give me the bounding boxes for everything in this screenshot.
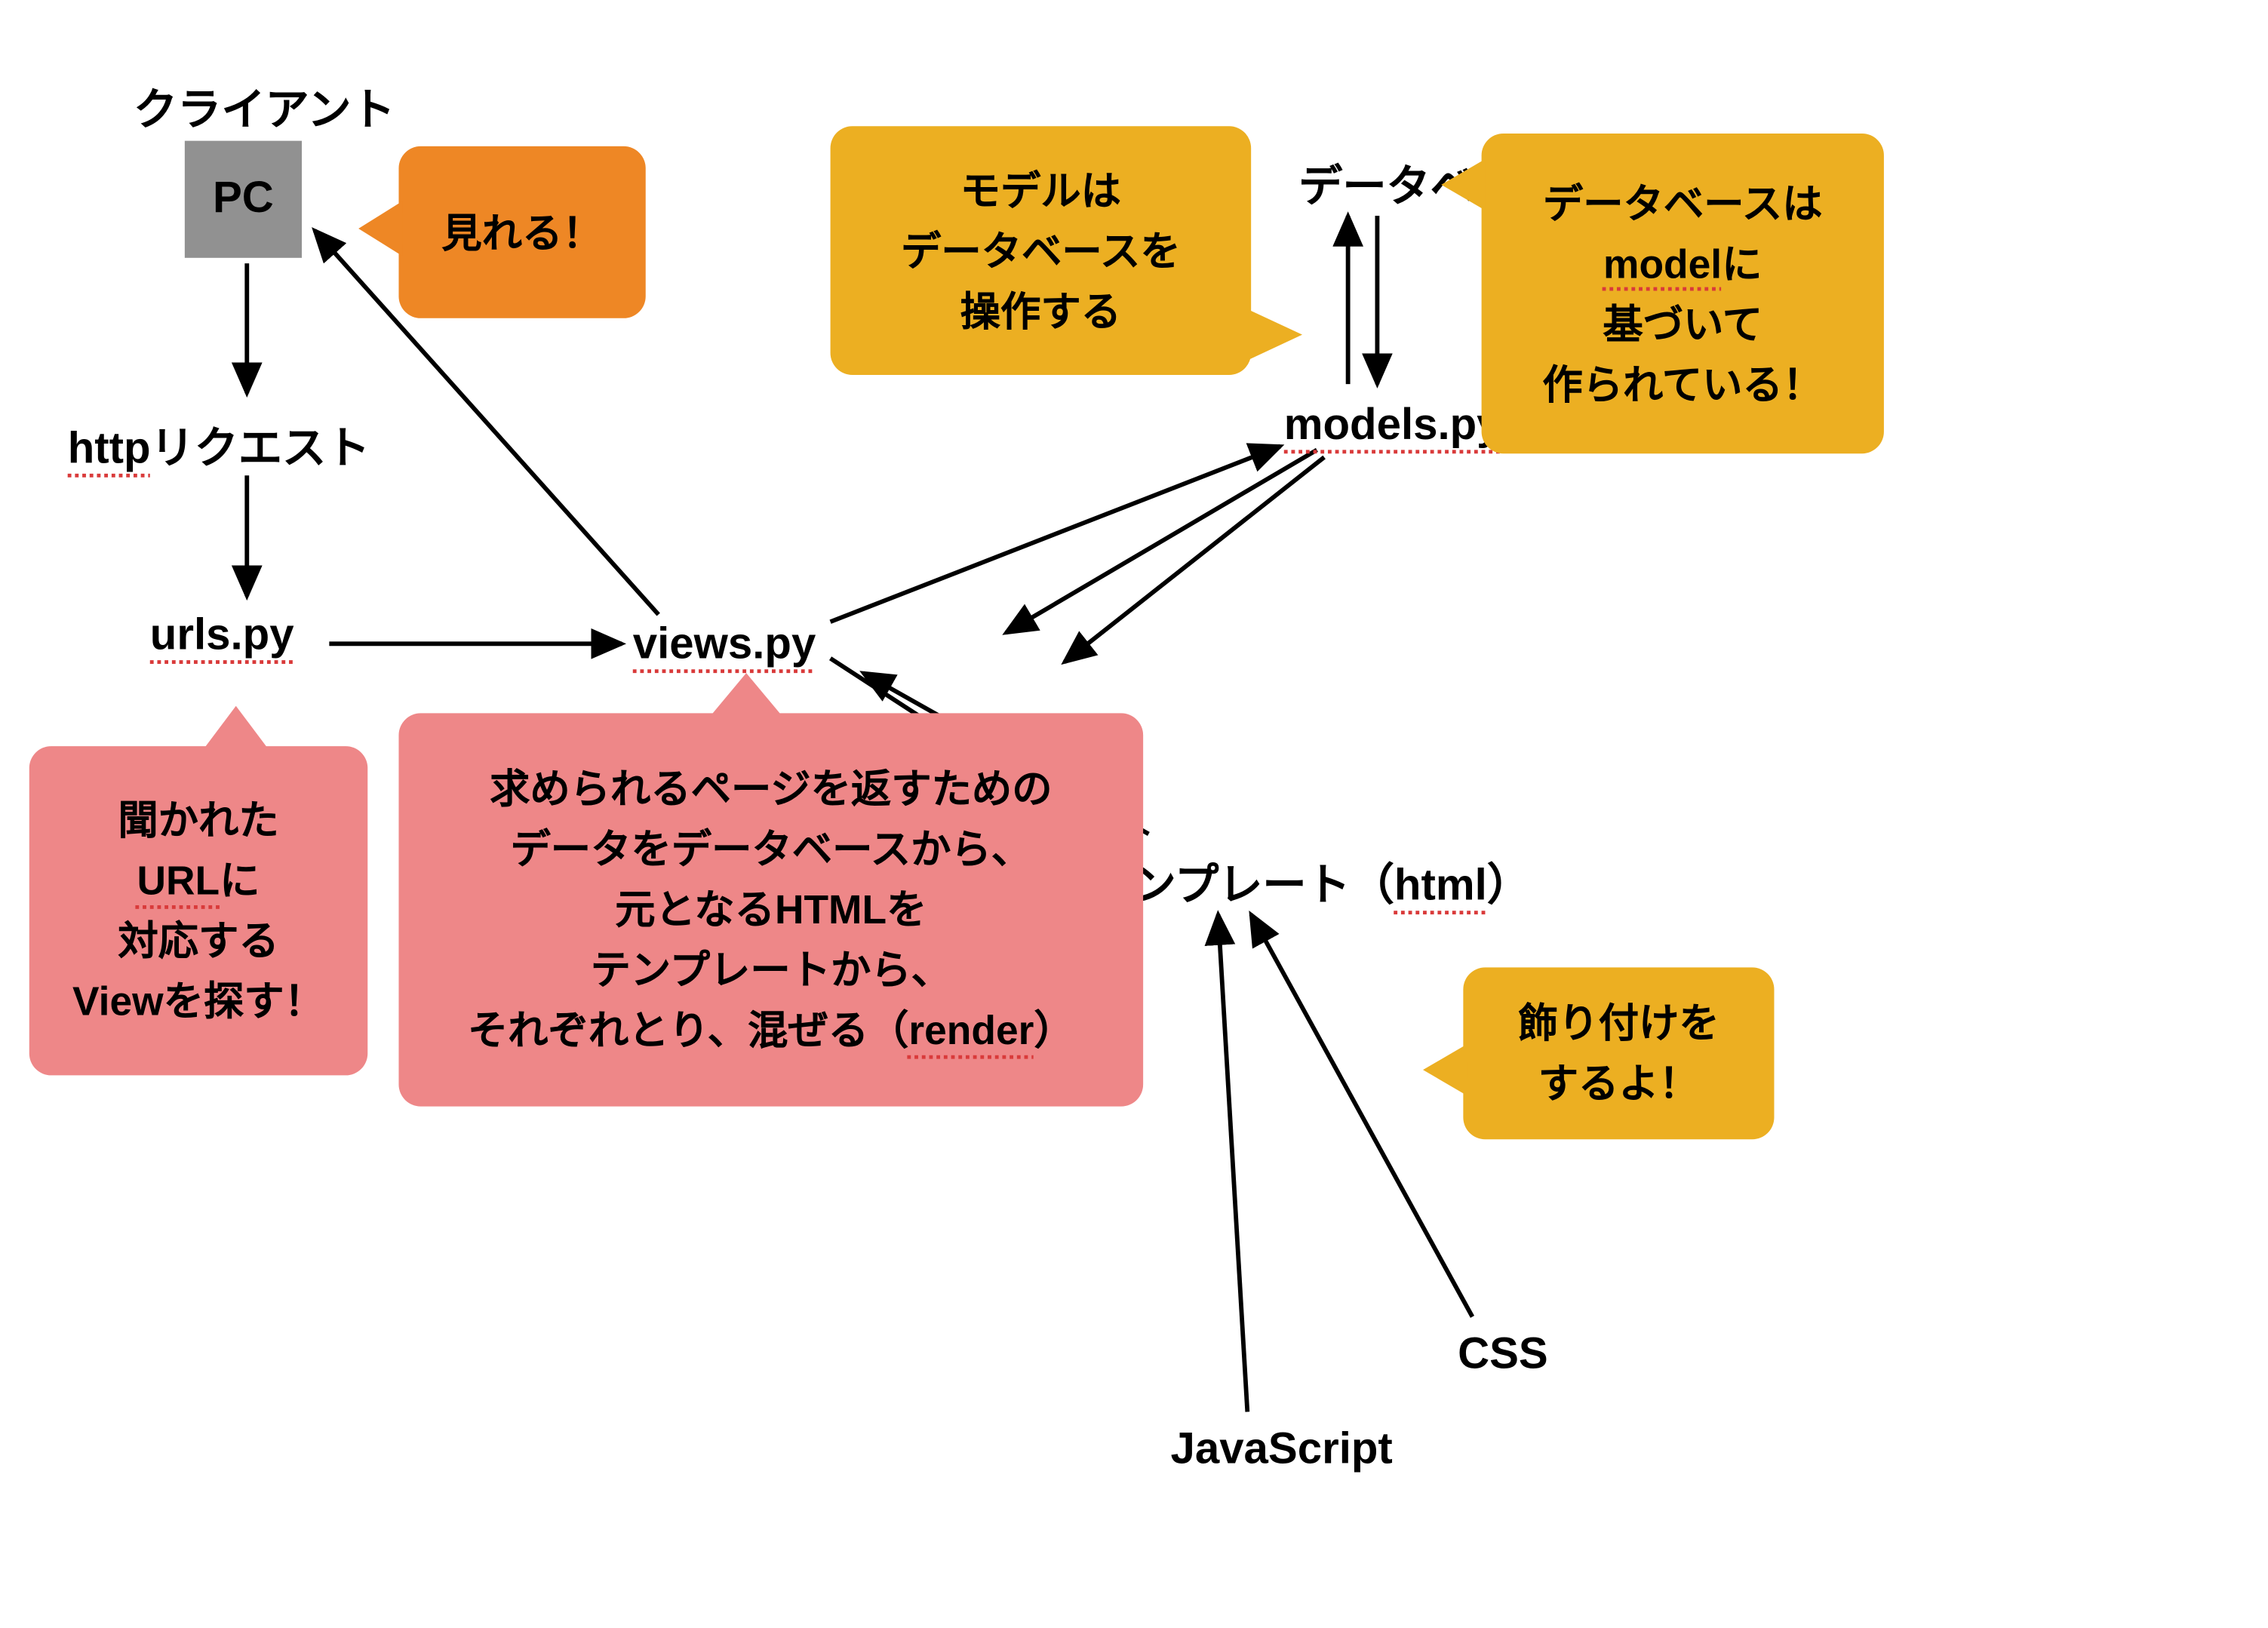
callout-line: 飾り付けを xyxy=(1518,993,1719,1053)
callout-line: modelに xyxy=(1603,233,1762,293)
pc-box: PC xyxy=(185,141,302,258)
callout-tail xyxy=(1423,1044,1467,1095)
views-py-label: views.py xyxy=(633,620,816,671)
callout-urls-description: 聞かれたURLに対応するViewを探す！ xyxy=(29,746,367,1075)
callout-decorate: 飾り付けをするよ！ xyxy=(1463,967,1774,1139)
callout-line: するよ！ xyxy=(1538,1053,1699,1113)
callout-tail xyxy=(1441,159,1485,210)
template-html: html xyxy=(1394,862,1487,911)
template-suffix: ） xyxy=(1487,862,1531,911)
callout-line: Viewを探す！ xyxy=(72,971,324,1031)
callout-line: 求められるページを返すための xyxy=(490,759,1053,819)
callout-tail xyxy=(710,673,783,717)
callout-line: 元となるHTMLを xyxy=(615,880,927,940)
css-label: CSS xyxy=(1458,1329,1548,1381)
javascript-label: JavaScript xyxy=(1170,1424,1392,1476)
http-suffix: リクエスト xyxy=(151,424,370,473)
urls-py-label: urls.py xyxy=(150,611,294,662)
callout-tail xyxy=(358,201,402,256)
callout-line: それぞれとり、混ぜる（render） xyxy=(468,1000,1074,1061)
callout-line: データベースを xyxy=(901,220,1181,281)
css-to-template xyxy=(1251,914,1472,1316)
callout-line: テンプレートから、 xyxy=(591,940,951,1000)
callout-views-description: 求められるページを返すためのデータをデータベースから、元となるHTMLをテンプレ… xyxy=(398,713,1143,1106)
callout-mireru: 見れる！ xyxy=(398,146,645,318)
client-label: クライアント xyxy=(134,73,395,137)
callout-db-based-on-model: データベースはmodelに基づいて作られている！ xyxy=(1482,134,1884,453)
callout-line: モデルは xyxy=(960,160,1121,220)
callout-line: 作られている！ xyxy=(1542,354,1823,414)
callout-line: 見れる！ xyxy=(441,202,602,263)
models-py-label: models.py xyxy=(1284,401,1501,452)
http-prefix: http xyxy=(68,424,151,473)
callout-tail xyxy=(203,706,269,750)
callout-line: 聞かれた xyxy=(118,790,278,850)
callout-line: データベースは xyxy=(1543,173,1823,233)
http-request-label: httpリクエスト xyxy=(68,411,370,475)
models-to-views-template xyxy=(1006,450,1317,632)
callout-line: 操作する xyxy=(960,281,1121,341)
callout-model-operates-db: モデルはデータベースを操作する xyxy=(831,126,1252,375)
callout-line: 対応する xyxy=(118,911,278,971)
callout-line: URLに xyxy=(137,850,260,911)
js-to-template xyxy=(1219,914,1248,1411)
template-label: テンプレート（html） xyxy=(1088,849,1531,913)
callout-line: 基づいて xyxy=(1603,293,1762,354)
callout-tail xyxy=(1247,309,1302,361)
views-to-models xyxy=(831,447,1280,622)
callout-line: データをデータベースから、 xyxy=(510,819,1031,880)
models-to-views-template2 xyxy=(1065,457,1324,662)
